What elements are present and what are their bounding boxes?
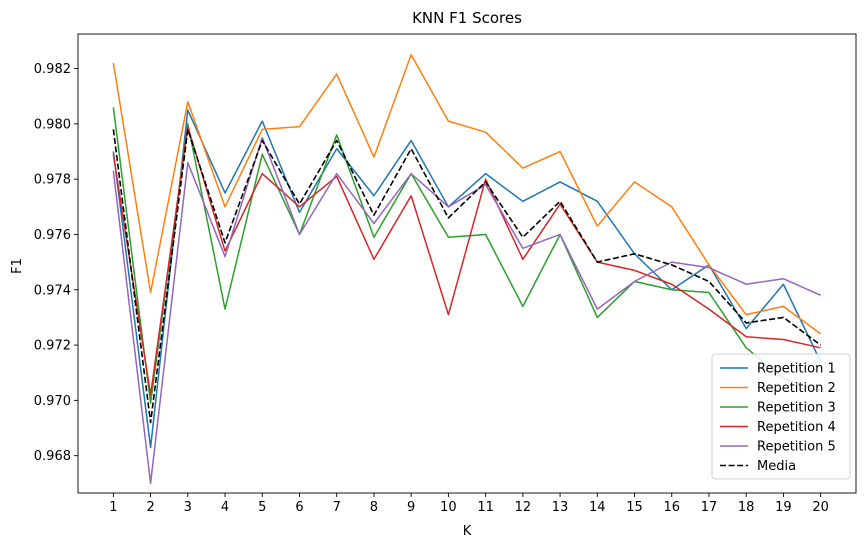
series-line-3 (112, 107, 821, 404)
chart-title: KNN F1 Scores (412, 9, 522, 27)
x-tick-label: 11 (477, 500, 494, 515)
x-tick-label: 15 (626, 500, 643, 515)
legend: Repetition 1 Repetition 2 Repetition 3 Repe… (711, 353, 851, 480)
x-tick-label: 19 (775, 500, 792, 515)
x-tick-label: 1 (109, 500, 117, 515)
legend-label-3: Repetition 3 (757, 401, 836, 416)
y-tick-label: 0.980 (34, 117, 71, 132)
legend-label-2: Repetition 2 (757, 381, 836, 396)
legend-label-5: Repetition 5 (757, 440, 836, 455)
x-tick-label: 14 (589, 500, 606, 515)
x-tick-label: 13 (552, 500, 569, 515)
x-tick-label: 3 (184, 500, 192, 515)
series-line-2 (112, 53, 822, 335)
y-tick-label: 0.970 (34, 394, 71, 409)
y-tick-label: 0.982 (34, 62, 71, 77)
legend-label-6: Media (757, 459, 796, 474)
y-tick-label: 0.978 (34, 173, 71, 188)
x-tick-label: 20 (812, 500, 829, 515)
y-tick-label: 0.972 (34, 339, 71, 354)
x-tick-label: 9 (407, 500, 415, 515)
x-tick-label: 5 (258, 500, 266, 515)
series-line-1 (112, 109, 822, 449)
x-tick-label: 18 (738, 500, 755, 515)
x-tick-label: 17 (701, 500, 718, 515)
x-tick-label: 7 (333, 500, 341, 515)
y-tick-label: 0.974 (34, 283, 71, 298)
x-tick-label: 8 (370, 500, 378, 515)
series-line-5 (112, 136, 821, 485)
y-tick-label: 0.976 (34, 228, 71, 243)
y-axis-label: F1 (10, 258, 25, 274)
series-line-6 (112, 128, 822, 424)
legend-label-4: Repetition 4 (757, 420, 836, 435)
x-tick-label: 10 (440, 500, 457, 515)
x-tick-label: 16 (663, 500, 680, 515)
axes-frame (77, 33, 857, 494)
axes: 1 2 3 4 5 6 7 8 9 10 11 12 13 14 15 16 17 18 19 200.9680.97… (34, 33, 857, 515)
x-axis-label: K (463, 524, 472, 539)
x-tick-label: 12 (515, 500, 532, 515)
legend-label-1: Repetition 1 (757, 362, 836, 377)
x-tick-label: 4 (221, 500, 229, 515)
legend-box (711, 353, 851, 480)
x-tick-label: 6 (295, 500, 303, 515)
x-tick-label: 2 (146, 500, 154, 515)
plot-area (112, 53, 822, 485)
y-tick-label: 0.968 (34, 449, 71, 464)
